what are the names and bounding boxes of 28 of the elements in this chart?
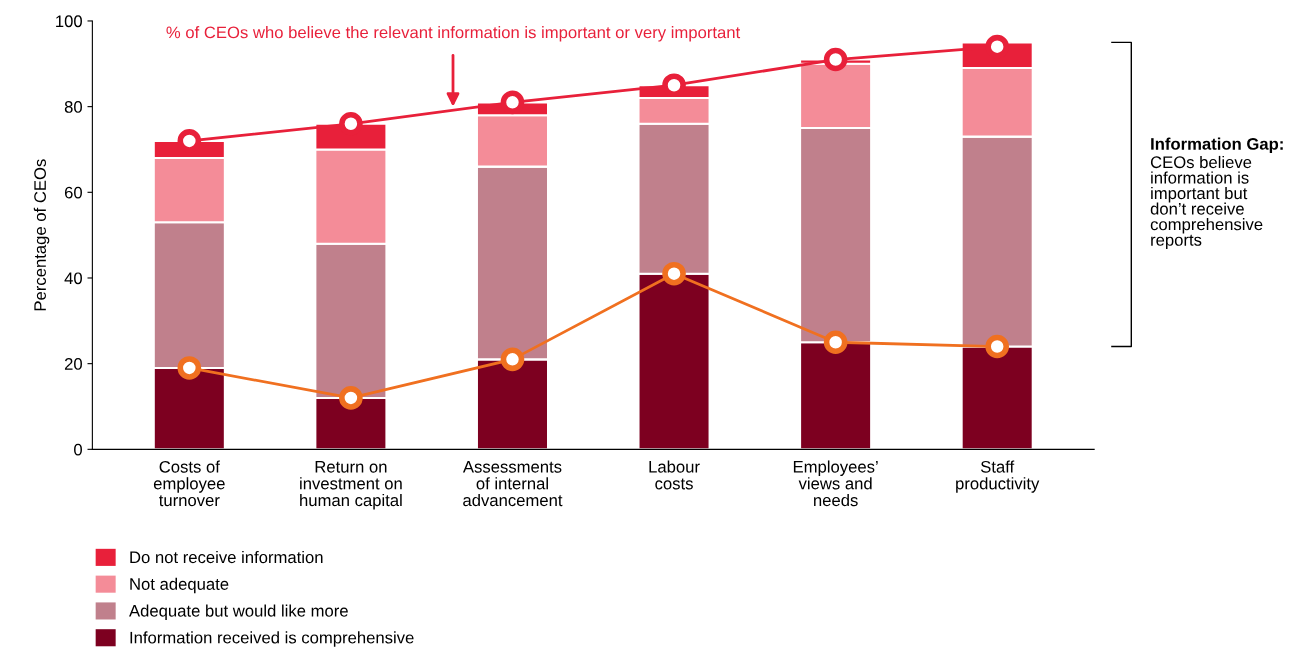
point xyxy=(985,334,1009,359)
legend-label: Information received is comprehensive xyxy=(130,631,414,647)
legend-label: Not adequate xyxy=(130,577,229,594)
legend-label: Do not receive information xyxy=(130,550,323,564)
legend-label: Adequate but would like more xyxy=(129,604,348,621)
point xyxy=(177,356,202,380)
annotation: % of CEOs who believe the relevant information is important or very important xyxy=(166,26,741,42)
text: Information Gap: xyxy=(1151,137,1283,154)
x-tick-label: Labour costs xyxy=(649,460,700,490)
y-tick-label: 100 xyxy=(56,15,82,28)
y-tick-label: 40 xyxy=(64,272,82,285)
point xyxy=(823,47,848,72)
y-tick-label: 0 xyxy=(74,443,82,456)
y-tick-label: 80 xyxy=(64,101,82,113)
point xyxy=(662,261,686,286)
x-tick-label: Costs of employee turnover xyxy=(153,460,225,507)
y-tick-label: 60 xyxy=(64,186,82,199)
point xyxy=(823,330,848,355)
x-tick-label: Staff productivity xyxy=(956,460,1040,493)
x-tick-label: Return on investment on human capital xyxy=(300,461,402,510)
point xyxy=(500,347,525,372)
x-tick-label: Assessments of internal advancement xyxy=(462,461,563,507)
point xyxy=(500,90,525,115)
y-axis-title: Percentage of CEOs xyxy=(33,159,50,311)
y-tick-label: 20 xyxy=(64,358,82,370)
point xyxy=(339,386,363,410)
text: CEOs believe information is important but don’t receive comprehensive reports xyxy=(1150,155,1263,250)
x-tick-label: Employees’ views and needs xyxy=(793,460,878,507)
